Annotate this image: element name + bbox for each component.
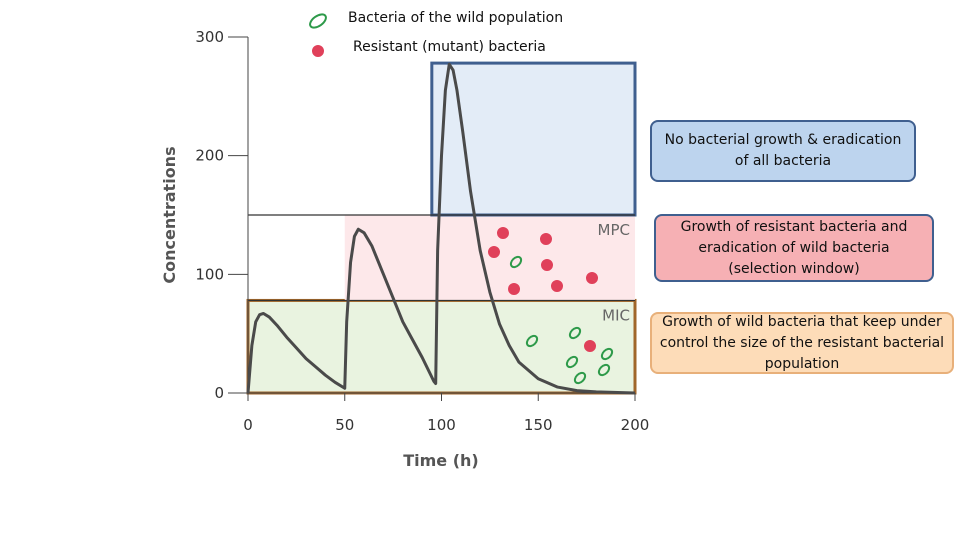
y-axis-label: Concentrations bbox=[160, 146, 179, 283]
legend-entry: Resistant (mutant) bacteria bbox=[353, 39, 546, 55]
bacteria-icons bbox=[309, 13, 614, 385]
y-tick-label: 200 bbox=[195, 147, 224, 165]
threshold-label: MPC bbox=[598, 221, 630, 239]
x-tick-label: 200 bbox=[621, 416, 650, 434]
zone-description: No bacterial growth & eradication of all… bbox=[650, 120, 916, 182]
threshold-label: MIC bbox=[602, 306, 630, 324]
y-tick-label: 0 bbox=[214, 384, 224, 402]
concentration-line bbox=[246, 62, 636, 395]
x-axis-label: Time (h) bbox=[403, 451, 479, 470]
y-tick-label: 100 bbox=[195, 265, 224, 283]
legend-entry: Bacteria of the wild population bbox=[348, 10, 564, 26]
zone bbox=[246, 298, 637, 395]
x-tick-label: 150 bbox=[524, 416, 553, 434]
x-tick-label: 0 bbox=[243, 416, 253, 434]
y-tick-label: 300 bbox=[195, 28, 224, 46]
zone bbox=[430, 61, 637, 217]
x-tick-label: 50 bbox=[335, 416, 354, 434]
zone-description: Growth of wild bacteria that keep under … bbox=[650, 312, 954, 374]
x-tick-label: 100 bbox=[427, 416, 456, 434]
zone-description: Growth of resistant bacteria and eradica… bbox=[654, 214, 934, 282]
